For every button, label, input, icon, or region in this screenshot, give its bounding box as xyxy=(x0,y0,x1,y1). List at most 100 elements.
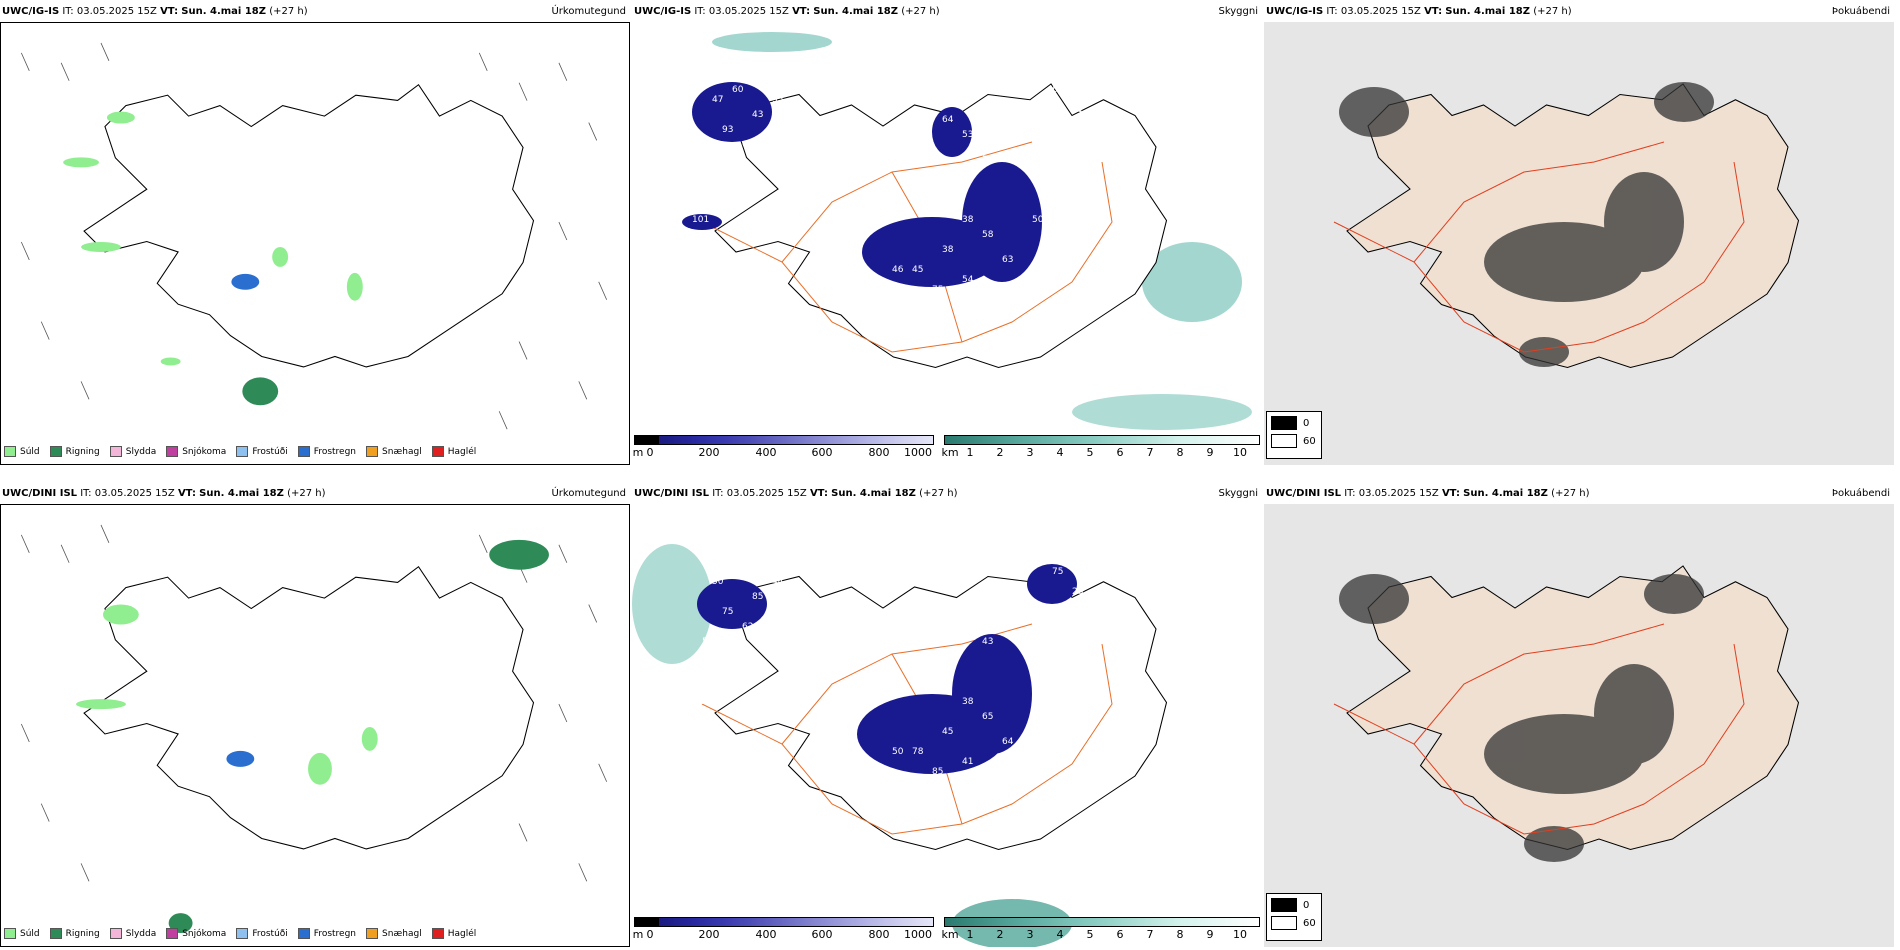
cloud-base-colorbar: m 0 200 400 600 800 1000 xyxy=(632,435,934,459)
cloud-base-label: 63 xyxy=(1002,255,1013,265)
cloud-base-label: 58 xyxy=(982,230,994,240)
cloud-base-label: 41 xyxy=(962,757,973,767)
cloud-base-label: 45 xyxy=(912,265,923,275)
cloud-base-label: 31 xyxy=(692,697,703,707)
cloud-map: 47 60 43 95 93 61 55 61 64 53 50 49 92 38 58 38 45 75 46 54… xyxy=(682,32,1252,430)
wind-barbs xyxy=(20,42,608,430)
colorbar-unit: m xyxy=(632,446,644,459)
fog-legend: 0 60 xyxy=(1266,893,1322,941)
cloud-base-label: 47 xyxy=(712,95,723,105)
model-name: UWC/IG-IS xyxy=(2,6,60,17)
init-time: IT: 03.05.2025 15Z xyxy=(62,6,157,17)
cloud-base-label: 61 xyxy=(742,140,753,150)
fog-map xyxy=(1264,22,1894,465)
cloud-base-label: 93 xyxy=(722,125,733,135)
cloud-base-label: 72 xyxy=(942,597,953,607)
visibility-colorbar: km 1 2 3 4 5 6 7 8 9 10 xyxy=(941,435,1260,459)
cloud-base-labels: 47 60 43 95 93 61 55 61 64 53 50 49 92 38 58 38 45 75 46 54… xyxy=(692,85,1083,405)
legend-item: Slydda xyxy=(109,446,156,457)
lead-time: (+27 h) xyxy=(269,6,308,17)
cloud-map: 50 54 85 44 75 62 57 58 72 67 43 37 36 38 65 45 78 85 50 41… xyxy=(632,544,1168,947)
cloud-base-label: 85 xyxy=(932,767,943,777)
cloud-base-label: 65 xyxy=(982,712,993,722)
cloud-base-label: 216 xyxy=(962,877,979,887)
cloud-base-label: 36 xyxy=(932,687,944,697)
cloud-base-label: 92 xyxy=(932,205,943,215)
cloud-base-label: 101 xyxy=(692,215,709,225)
cloud-base-label: 50 xyxy=(712,577,724,587)
valid-time: Sun. 4.mai 18Z xyxy=(181,6,266,17)
fog-legend: 0 60 xyxy=(1266,411,1322,459)
cloud-base-label: 37 xyxy=(912,667,923,677)
cloud-base-label: 16 xyxy=(752,255,764,265)
cloud-base-label: 44 xyxy=(772,577,784,587)
vt-label: VT: xyxy=(160,6,179,17)
cloud-base-label: 54 xyxy=(732,567,744,577)
precip-map xyxy=(0,22,630,465)
panel-header: UWC/DINI ISL IT: 03.05.2025 15Z VT: Sun.… xyxy=(1266,488,1590,499)
cloud-base-label: 55 xyxy=(702,155,713,165)
cloud-base-label: 23 xyxy=(1072,587,1083,597)
visibility-colorbar: km 1 2 3 4 5 6 7 8 9 10 xyxy=(941,917,1260,941)
cloud-base-labels: 50 54 85 44 75 62 57 58 72 67 43 37 36 38 65 45 78 85 50 41… xyxy=(692,567,1083,887)
precip-areas xyxy=(63,111,363,406)
precip-legend: Súld Rigning Slydda Snjókoma Frostúði Fr… xyxy=(4,446,476,457)
cloud-base-label: 62 xyxy=(832,275,843,285)
panel-header: UWC/DINI ISL IT: 03.05.2025 15Z VT: Sun.… xyxy=(2,488,326,499)
cloud-base-label: 67 xyxy=(962,612,973,622)
panel-header: UWC/IG-IS IT: 03.05.2025 15Z VT: Sun. 4.… xyxy=(2,6,308,17)
cloud-base-label: 80 xyxy=(942,827,954,837)
precip-panel-ig: UWC/IG-IS IT: 03.05.2025 15Z VT: Sun. 4.… xyxy=(0,0,630,465)
cloud-base-label: 50 xyxy=(1032,215,1044,225)
cloud-base-label: 45 xyxy=(942,727,953,737)
cloud-panel-ig: UWC/IG-IS IT: 03.05.2025 15Z VT: Sun. 4.… xyxy=(632,0,1262,465)
cloud-base-label: 53 xyxy=(962,130,973,140)
cloud-base-label: 67 xyxy=(1052,85,1063,95)
cloud-base-label: 43 xyxy=(752,110,763,120)
cloud-base-label: 49 xyxy=(912,185,924,195)
cloud-base-label: 60 xyxy=(732,85,744,95)
cloud-base-label: 75 xyxy=(722,607,733,617)
cloud-base-label: 62 xyxy=(742,622,753,632)
cloud-base-colorbar: m 0 200 400 600 800 1000 xyxy=(633,917,934,941)
colorbar xyxy=(634,435,934,445)
legend-item: Súld xyxy=(4,446,40,457)
cloud-base-label: 33 xyxy=(732,807,743,817)
panel-title: Þokuábendi xyxy=(1831,6,1890,17)
legend-item: Frostregn xyxy=(297,446,356,457)
panel-title: Skyggni xyxy=(1218,488,1258,499)
cloud-base-label: 95 xyxy=(772,95,783,105)
coastline xyxy=(83,84,535,368)
legend-item: Snjókoma xyxy=(166,446,226,457)
fog-map xyxy=(1264,504,1894,947)
precip-panel-dini: UWC/DINI ISL IT: 03.05.2025 15Z VT: Sun.… xyxy=(0,482,630,947)
cloud-base-label: 64 xyxy=(1002,737,1014,747)
panel-header: UWC/IG-IS IT: 03.05.2025 15Z VT: Sun. 4.… xyxy=(1266,6,1572,17)
cloud-base-label: 61 xyxy=(932,95,943,105)
cloud-base-label: 88 xyxy=(892,787,904,797)
panel-title: Úrkomutegund xyxy=(551,488,626,499)
panel-title: Skyggni xyxy=(1218,6,1258,17)
cloud-base-areas xyxy=(697,564,1077,774)
cloud-base-label: 38 xyxy=(962,215,974,225)
legend-item: Snæhagl xyxy=(366,446,422,457)
cloud-base-label: 78 xyxy=(912,747,924,757)
cloud-base-label: 71 xyxy=(1072,105,1083,115)
panel-title: Úrkomutegund xyxy=(551,6,626,17)
cloud-base-label: 57 xyxy=(922,807,933,817)
cloud-base-label: 46 xyxy=(892,265,904,275)
legend-item: Rigning xyxy=(49,446,100,457)
cloud-base-label: 43 xyxy=(922,325,933,335)
cloud-base-label: 50 xyxy=(982,155,994,165)
fog-areas xyxy=(1339,82,1714,367)
panel-header: UWC/IG-IS IT: 03.05.2025 15Z VT: Sun. 4.… xyxy=(634,6,940,17)
cloud-base-label: 40 xyxy=(732,325,744,335)
cloud-base-label: 133 xyxy=(942,345,959,355)
fog-panel-ig: UWC/IG-IS IT: 03.05.2025 15Z VT: Sun. 4.… xyxy=(1264,0,1894,465)
cloud-base-label: 75 xyxy=(932,285,943,295)
precip-legend: Súld Rigning Slydda Snjókoma Frostúði Fr… xyxy=(4,928,476,939)
fog-panel-dini: UWC/DINI ISL IT: 03.05.2025 15Z VT: Sun.… xyxy=(1264,482,1894,947)
cloud-base-label: 58 xyxy=(932,577,944,587)
legend-item: Haglél xyxy=(431,446,476,457)
cloud-base-label: 111 xyxy=(892,305,909,315)
